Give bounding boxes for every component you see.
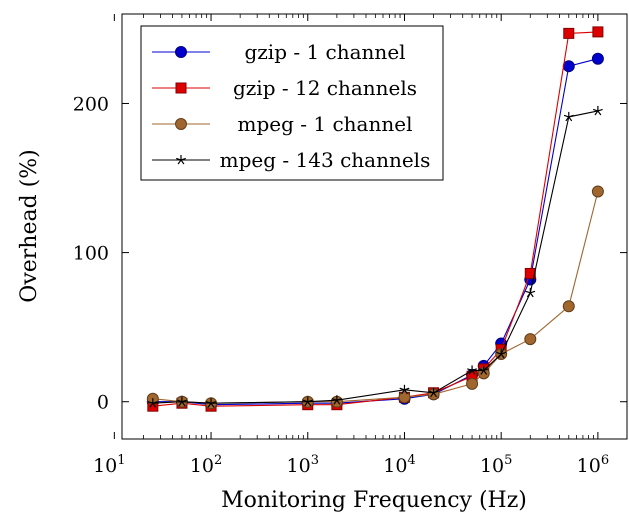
data-point	[525, 287, 536, 298]
data-point	[331, 395, 342, 405]
legend-label: mpeg - 1 channel	[238, 112, 413, 136]
y-tick-label: 0	[97, 392, 109, 414]
data-point	[399, 384, 410, 395]
data-point	[563, 111, 574, 122]
data-point	[524, 267, 536, 279]
series-marks	[146, 26, 604, 412]
data-point	[467, 365, 478, 375]
series-3	[146, 185, 604, 410]
x-tick-label: 101	[93, 453, 125, 477]
data-point	[562, 60, 575, 73]
x-tick-label: 103	[287, 453, 319, 477]
data-point	[302, 396, 313, 407]
data-point	[592, 105, 603, 116]
x-tick-label: 102	[190, 453, 222, 477]
x-tick-label: 106	[577, 453, 609, 477]
legend-marker	[175, 82, 187, 94]
series-line	[152, 191, 599, 404]
data-point	[591, 185, 604, 198]
legend-marker	[175, 118, 187, 130]
data-point	[466, 377, 479, 390]
x-tick-label: 105	[480, 453, 512, 477]
y-tick-label: 100	[73, 243, 109, 265]
plot-frame	[121, 13, 628, 440]
data-point	[591, 52, 604, 65]
data-point	[562, 300, 575, 313]
legend-entry: mpeg - 1 channel	[152, 112, 412, 136]
data-point	[496, 349, 507, 359]
data-point	[176, 396, 187, 407]
axis-ticks: 101 102 103 104 105 106 0 100 200	[73, 14, 628, 477]
x-axis-label: Monitoring Frequency (Hz)	[221, 488, 527, 513]
series-4	[147, 105, 603, 408]
data-point	[428, 387, 439, 398]
legend-label: gzip - 1 channel	[244, 40, 405, 64]
legend-entry: mpeg - 143 channels	[152, 148, 430, 172]
data-point	[206, 398, 216, 408]
data-point	[147, 398, 158, 408]
y-axis-label: Overhead (%)	[17, 149, 42, 302]
legend-entry: gzip - 1 channel	[152, 40, 406, 64]
legend-label: mpeg - 143 channels	[220, 148, 431, 172]
data-point	[398, 391, 411, 404]
legend-marker	[175, 46, 187, 58]
y-tick-label: 200	[73, 93, 109, 115]
data-point	[524, 333, 537, 346]
legend-marker	[176, 155, 186, 165]
legend-label: gzip - 12 channels	[233, 76, 417, 100]
legend-entry: gzip - 12 channels	[152, 76, 417, 100]
legend: gzip - 1 channel gzip - 12 channels mpeg -…	[140, 25, 444, 181]
x-tick-label: 104	[383, 453, 415, 477]
data-point	[563, 27, 575, 39]
data-point	[592, 26, 604, 38]
data-point	[478, 365, 489, 375]
